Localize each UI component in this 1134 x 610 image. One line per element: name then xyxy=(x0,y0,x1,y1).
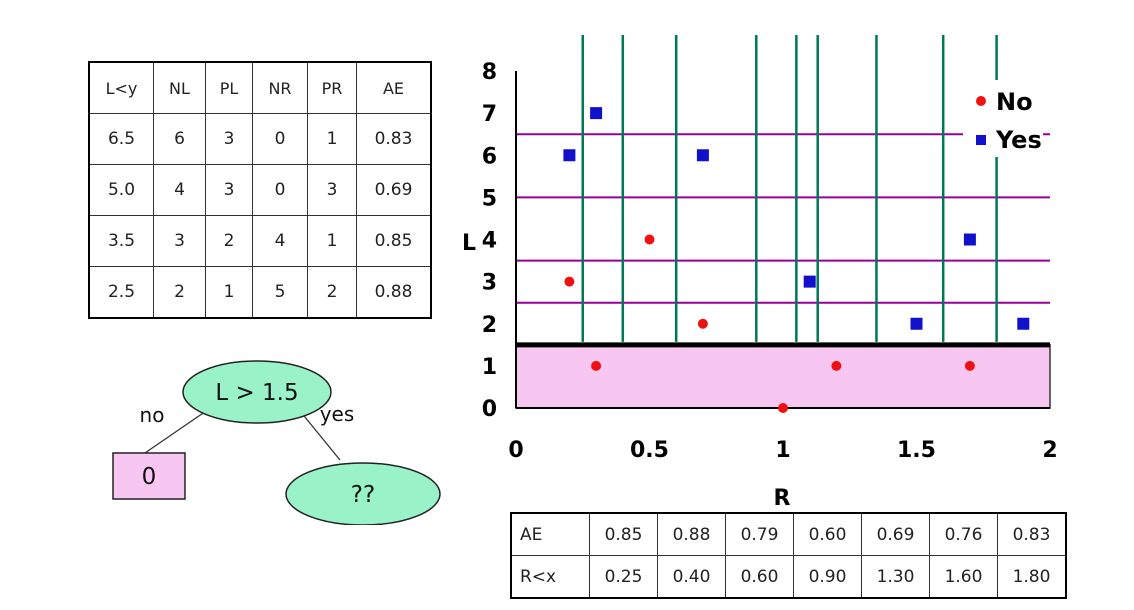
x-tick-label: 0 xyxy=(508,438,523,463)
table-cell: 0.88 xyxy=(657,512,726,556)
table-cell: 0.88 xyxy=(356,266,432,319)
table-cell: 0.85 xyxy=(356,215,432,267)
table-cell: 2.5 xyxy=(88,266,154,319)
data-point-yes xyxy=(910,317,923,330)
table-cell: 5 xyxy=(252,266,308,319)
tree-leaf-no xyxy=(112,452,186,500)
data-point-yes xyxy=(590,107,603,120)
y-tick-label: 4 xyxy=(482,229,497,254)
data-point-no xyxy=(831,360,842,371)
data-point-yes xyxy=(803,275,816,288)
decision-tree: L > 1.5 no yes 0 ?? xyxy=(112,360,441,525)
x-tick-label: 2 xyxy=(1042,438,1057,463)
table-cell: 3 xyxy=(153,215,206,267)
table-cell: 2 xyxy=(205,215,253,267)
table-cell: 5.0 xyxy=(88,164,154,216)
table-cell: 0.25 xyxy=(589,555,658,599)
table-cell: 3 xyxy=(205,164,253,216)
data-point-no xyxy=(778,403,788,413)
data-point-yes xyxy=(563,149,576,162)
table-cell: 4 xyxy=(252,215,308,267)
x-tick-label: 1.5 xyxy=(897,438,936,463)
tree-root-node xyxy=(182,360,332,424)
table-cell: 1.30 xyxy=(861,555,930,599)
header-cell: NL xyxy=(153,61,206,114)
y-tick-label: 0 xyxy=(482,397,497,422)
y-tick-label: 1 xyxy=(482,355,497,380)
table-cell: 1.80 xyxy=(997,555,1067,599)
legend-no-marker xyxy=(976,96,986,106)
table-cell: 1 xyxy=(307,215,357,267)
tree-root-label: L > 1.5 xyxy=(215,380,298,406)
tree-edge-no xyxy=(141,406,213,456)
region-l-le-1.5 xyxy=(515,344,1051,409)
table-cell: 0.40 xyxy=(657,555,726,599)
tree-leaf-yes xyxy=(285,462,441,525)
table-cell: 0.79 xyxy=(725,512,794,556)
header-cell: L<y xyxy=(88,61,154,114)
table-cell: 0.69 xyxy=(356,164,432,216)
y-tick-label: 3 xyxy=(482,271,497,296)
tree-leaf-no-label: 0 xyxy=(142,464,157,490)
table-cell: 0.83 xyxy=(997,512,1067,556)
table-row: 2.5 2 1 5 2 0.88 xyxy=(88,266,432,319)
data-point-yes xyxy=(696,149,709,162)
table-cell: 0.76 xyxy=(929,512,998,556)
table-header-row: L<y NL PL NR PR AE xyxy=(88,61,432,114)
tree-edge-yes xyxy=(299,410,341,461)
table-cell: 0.85 xyxy=(589,512,658,556)
data-point-no xyxy=(644,234,655,245)
tree-leaf-yes-label: ?? xyxy=(351,482,375,508)
table-row: 6.5 6 3 0 1 0.83 xyxy=(88,113,432,165)
split-table-l: L<y NL PL NR PR AE 6.5 6 3 0 1 0.83 5.0 … xyxy=(88,61,432,319)
table-cell: 1.60 xyxy=(929,555,998,599)
data-point-no xyxy=(591,360,602,371)
legend-yes-label: Yes xyxy=(995,126,1042,154)
table-cell: 0.90 xyxy=(793,555,862,599)
data-point-yes xyxy=(1017,317,1030,330)
data-point-no xyxy=(964,360,975,371)
data-point-no xyxy=(697,318,708,329)
x-axis-label: R xyxy=(774,486,791,511)
row-label: AE xyxy=(510,512,590,556)
x-tick-label: 0.5 xyxy=(630,438,669,463)
legend-no-label: No xyxy=(996,88,1033,116)
table-cell: 0.60 xyxy=(725,555,794,599)
table-cell: 2 xyxy=(153,266,206,319)
table-cell: 0.69 xyxy=(861,512,930,556)
table-cell: 3 xyxy=(205,113,253,165)
table-cell: 0.60 xyxy=(793,512,862,556)
y-tick-label: 2 xyxy=(482,313,497,338)
y-tick-label: 6 xyxy=(482,144,497,169)
legend: No Yes xyxy=(963,80,1043,157)
table-cell: 1 xyxy=(307,113,357,165)
y-axis-label: L xyxy=(462,231,476,256)
tree-edge-yes-label: yes xyxy=(320,402,355,426)
row-label: R<x xyxy=(510,555,590,599)
data-point-no xyxy=(564,276,575,287)
y-tick-label: 7 xyxy=(482,102,497,127)
table-cell: 3.5 xyxy=(88,215,154,267)
table-row: 5.0 4 3 0 3 0.69 xyxy=(88,164,432,216)
table-row: R<x 0.25 0.40 0.60 0.90 1.30 1.60 1.80 xyxy=(510,555,1067,599)
table-cell: 0.83 xyxy=(356,113,432,165)
y-tick-label: 5 xyxy=(482,186,497,211)
y-tick-label: 8 xyxy=(482,60,497,85)
table-cell: 6 xyxy=(153,113,206,165)
table-cell: 2 xyxy=(307,266,357,319)
data-point-yes xyxy=(963,233,976,246)
legend-yes-marker xyxy=(976,135,986,145)
table-row: AE 0.85 0.88 0.79 0.60 0.69 0.76 0.83 xyxy=(510,512,1067,556)
split-table-r: AE 0.85 0.88 0.79 0.60 0.69 0.76 0.83 R<… xyxy=(510,512,1067,599)
table-row: 3.5 3 2 4 1 0.85 xyxy=(88,215,432,267)
x-tick-label: 1 xyxy=(775,438,790,463)
tree-edge-no-label: no xyxy=(140,403,165,427)
